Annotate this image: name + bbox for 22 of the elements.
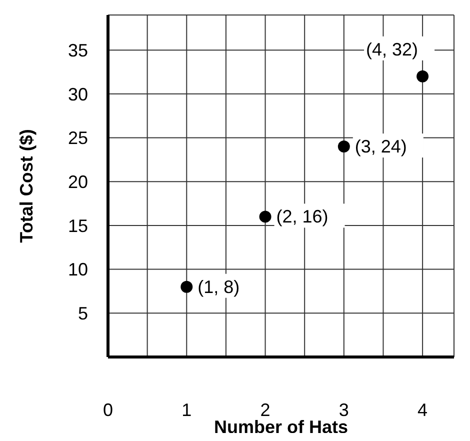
y-tick-label: 5 <box>78 304 88 324</box>
annotation: (2, 16) <box>276 206 328 227</box>
x-tick-label: 4 <box>418 400 428 420</box>
annotation: (3, 24) <box>354 136 407 157</box>
y-axis-title: Total Cost ($) <box>16 129 36 243</box>
x-axis-title: Number of Hats <box>214 417 348 437</box>
point <box>259 210 272 223</box>
annotation: (4, 32) <box>366 39 418 60</box>
y-tick-label: 30 <box>68 84 88 104</box>
point <box>338 140 350 153</box>
x-tick-label: 0 <box>102 400 114 420</box>
y-tick-label: 35 <box>68 40 88 60</box>
annotation: (1, 8) <box>198 276 240 297</box>
x-tick-label: 1 <box>182 400 192 420</box>
point <box>416 70 429 82</box>
y-tick-label: 25 <box>68 128 88 148</box>
y-tick-label: 20 <box>68 172 88 192</box>
x-tick-label: 3 <box>338 400 349 420</box>
point <box>180 280 193 293</box>
y-tick-label: 10 <box>68 260 88 280</box>
y-tick-label: 15 <box>68 216 88 236</box>
x-tick-label: 2 <box>260 400 270 420</box>
